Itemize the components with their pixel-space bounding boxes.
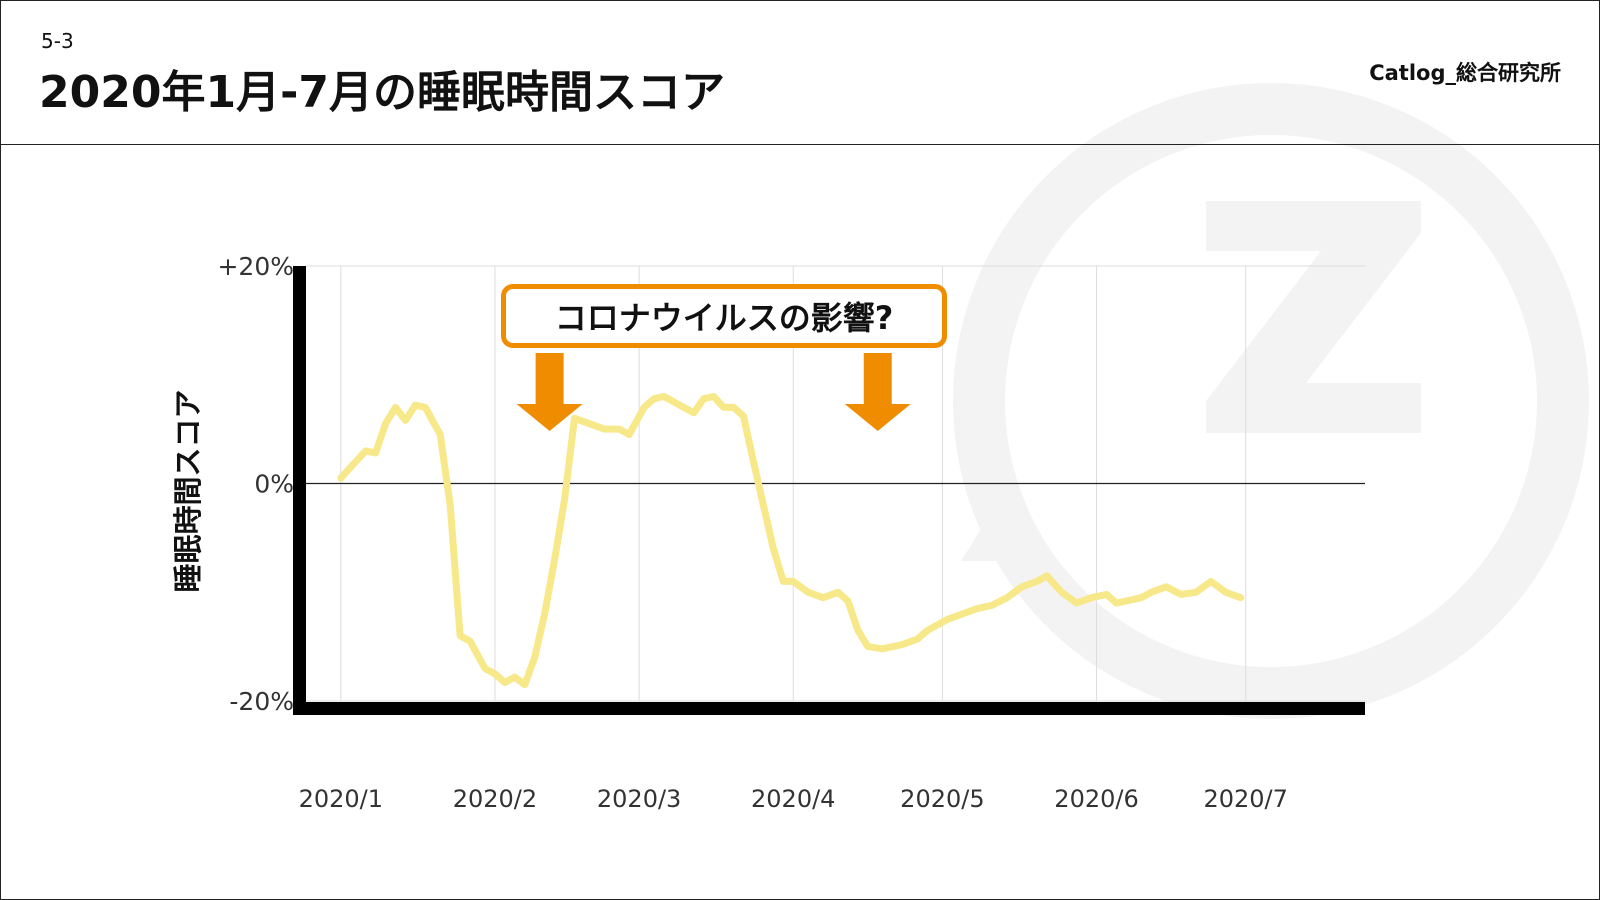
- slide-number: 5-3: [41, 29, 74, 53]
- x-tick-label: 2020/6: [1054, 785, 1138, 813]
- watermark-tail: [961, 481, 1041, 561]
- x-tick-label: 2020/3: [597, 785, 681, 813]
- sleep-score-series-line: [337, 393, 1245, 689]
- y-tick-label: +20%: [217, 252, 294, 281]
- header-divider: [1, 144, 1599, 145]
- axis-layer: [293, 266, 1365, 715]
- callout-text: コロナウイルスの影響?: [554, 299, 894, 337]
- x-tick-label: 2020/5: [900, 785, 984, 813]
- arrow-to-feb-icon: [516, 353, 583, 431]
- annotation-layer: [516, 353, 911, 431]
- x-tick-label: 2020/7: [1203, 785, 1287, 813]
- watermark-letter: [1206, 201, 1421, 433]
- x-tick-label: 2020/1: [299, 785, 383, 813]
- page-title: 2020年1月-7月の睡眠時間スコア: [39, 67, 725, 118]
- x-axis-line: [293, 702, 1365, 715]
- y-tick-label: 0%: [254, 470, 294, 499]
- grid-layer: [306, 265, 1365, 702]
- tick-layer: 2020/1 2020/2 2020/3 2020/4 2020/5 2020/6 2020…: [217, 252, 1287, 813]
- x-tick-label: 2020/2: [453, 785, 537, 813]
- brand-logo-text: Catlog_総合研究所: [1369, 61, 1561, 85]
- arrow-to-apr-icon: [844, 353, 911, 431]
- y-axis-title: 睡眠時間スコア: [171, 389, 205, 592]
- y-axis-line: [293, 266, 306, 715]
- line-layer: [337, 393, 1245, 689]
- x-tick-label: 2020/4: [751, 785, 835, 813]
- covid-callout-box: コロナウイルスの影響?: [501, 284, 947, 348]
- watermark-ring: [953, 83, 1589, 719]
- y-tick-label: -20%: [229, 687, 294, 716]
